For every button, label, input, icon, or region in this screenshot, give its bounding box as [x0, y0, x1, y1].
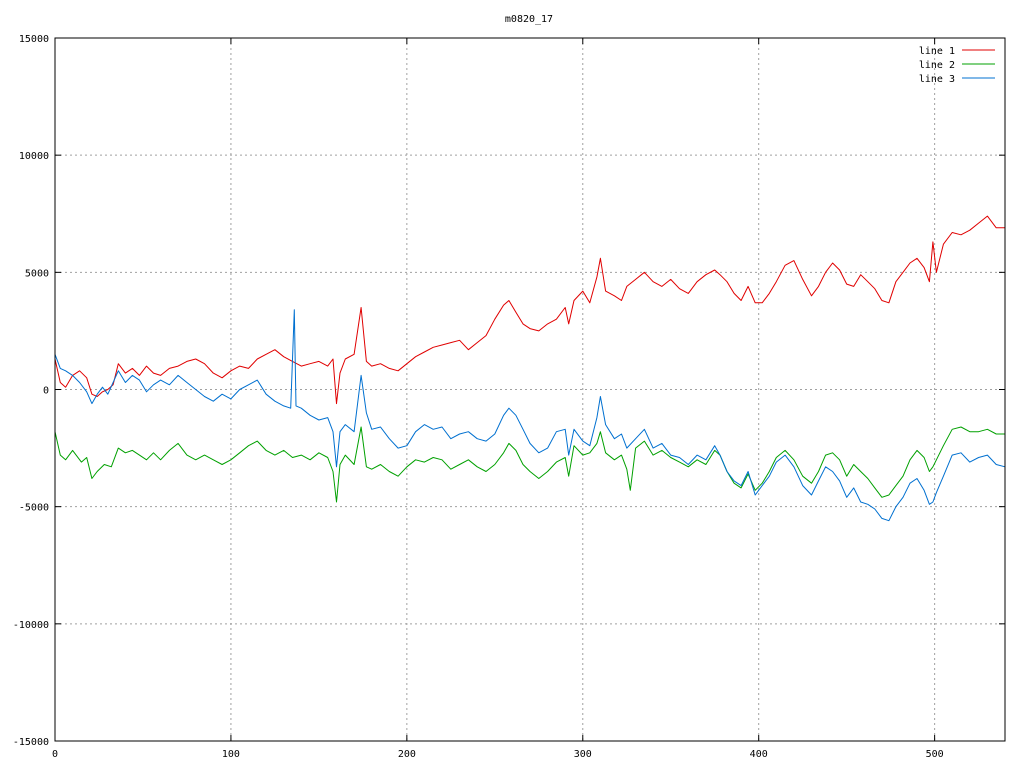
x-tick-label: 400 — [750, 749, 768, 760]
series-line-1 — [54, 215, 1005, 405]
legend: line 1 line 2 line 3 — [919, 46, 995, 85]
series-line-3 — [54, 309, 1006, 522]
y-tick-labels: -15000 -10000 -5000 0 5000 10000 15000 — [13, 34, 49, 748]
y-tick-label: 5000 — [25, 268, 49, 279]
grid-lines — [55, 38, 1005, 741]
y-tick-label: -10000 — [13, 620, 49, 631]
x-tick-label: 100 — [222, 749, 240, 760]
y-tick-label: 10000 — [19, 151, 49, 162]
legend-label: line 3 — [919, 74, 955, 85]
legend-label: line 2 — [919, 60, 955, 71]
y-tick-label: 15000 — [19, 34, 49, 45]
x-tick-label: 300 — [574, 749, 592, 760]
chart-title: m0820_17 — [505, 14, 553, 25]
y-tick-label: -15000 — [13, 737, 49, 748]
x-tick-label: 0 — [52, 749, 58, 760]
x-tick-label: 500 — [926, 749, 944, 760]
series-lines — [54, 215, 1006, 522]
x-tick-labels: 0 100 200 300 400 500 — [52, 749, 944, 760]
y-tick-label: 0 — [43, 386, 49, 397]
series-line-2 — [54, 426, 1005, 503]
y-tick-label: -5000 — [19, 503, 49, 514]
x-tick-label: 200 — [398, 749, 416, 760]
legend-label: line 1 — [919, 46, 955, 57]
axis-ticks — [54, 37, 1005, 742]
